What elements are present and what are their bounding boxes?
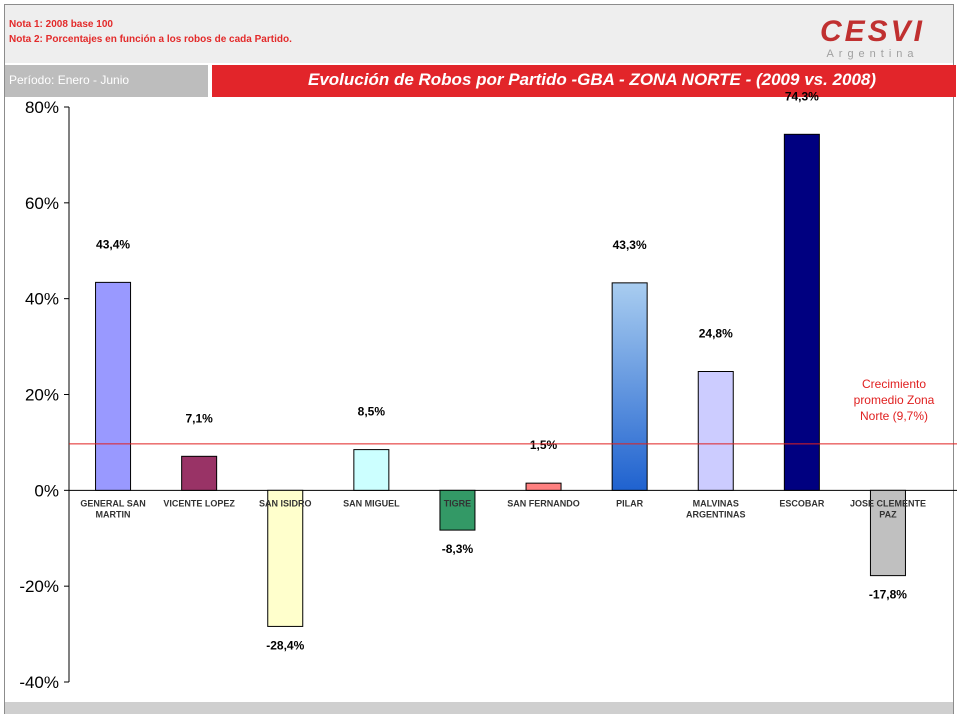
x-tick-label: SAN MIGUEL [343,498,400,508]
note-2: Nota 2: Porcentajes en función a los rob… [9,34,292,45]
data-label: 74,3% [785,89,819,103]
data-label: 1,5% [530,438,558,452]
x-tick-label: VICENTE LOPEZ [163,498,235,508]
x-tick-label: TIGRE [444,498,472,508]
bar [697,371,734,491]
data-label: -28,4% [266,638,304,652]
x-tick-label: GENERAL SAN [80,498,145,508]
x-tick-label: ARGENTINAS [686,509,746,519]
data-label: 7,1% [185,411,213,425]
y-tick-label: 0% [34,481,59,500]
chart-title: Evolución de Robos por Partido -GBA - ZO… [212,65,956,97]
data-label: 8,5% [358,405,386,419]
x-tick-label: SAN FERNANDO [507,498,580,508]
x-tick-label: JOSE CLEMENTE [850,498,926,508]
y-tick-label: 40% [25,290,59,309]
note-1: Nota 1: 2008 base 100 [9,19,113,30]
y-tick-label: -20% [19,577,59,596]
x-tick-label: PAZ [879,509,897,519]
average-line-label: Norte (9,7%) [860,409,928,423]
bar [439,489,476,531]
y-tick-label: 60% [25,194,59,213]
y-tick-label: -40% [19,673,59,692]
x-tick-label: ESCOBAR [779,498,825,508]
bar [525,482,562,491]
footer-bar [5,702,953,714]
bar [267,489,304,627]
bar [95,281,132,491]
average-line-label: promedio Zona [854,393,935,407]
x-tick-label: MARTIN [96,509,131,519]
bar [783,133,820,491]
x-tick-label: PILAR [616,498,644,508]
data-label: -8,3% [442,542,474,556]
y-tick-label: 20% [25,386,59,405]
data-label: 24,8% [699,327,733,341]
cesvi-logo: CESVI Argentina [819,15,925,61]
bar [353,449,390,491]
x-tick-label: MALVINAS [693,498,739,508]
x-tick-label: SAN ISIDRO [259,498,312,508]
header-panel: Nota 1: 2008 base 100 Nota 2: Porcentaje… [5,5,953,63]
data-label: 43,3% [613,238,647,252]
logo-subtitle: Argentina [826,48,919,60]
period-label: Período: Enero - Junio [5,65,208,97]
average-line-label: Crecimiento [862,377,926,391]
data-label: 43,4% [96,237,130,251]
bar [611,282,648,491]
y-tick-label: 80% [25,98,59,117]
bar [181,455,218,491]
bar [869,489,906,577]
logo-name: CESVI [819,15,925,48]
data-label: -17,8% [869,588,907,602]
